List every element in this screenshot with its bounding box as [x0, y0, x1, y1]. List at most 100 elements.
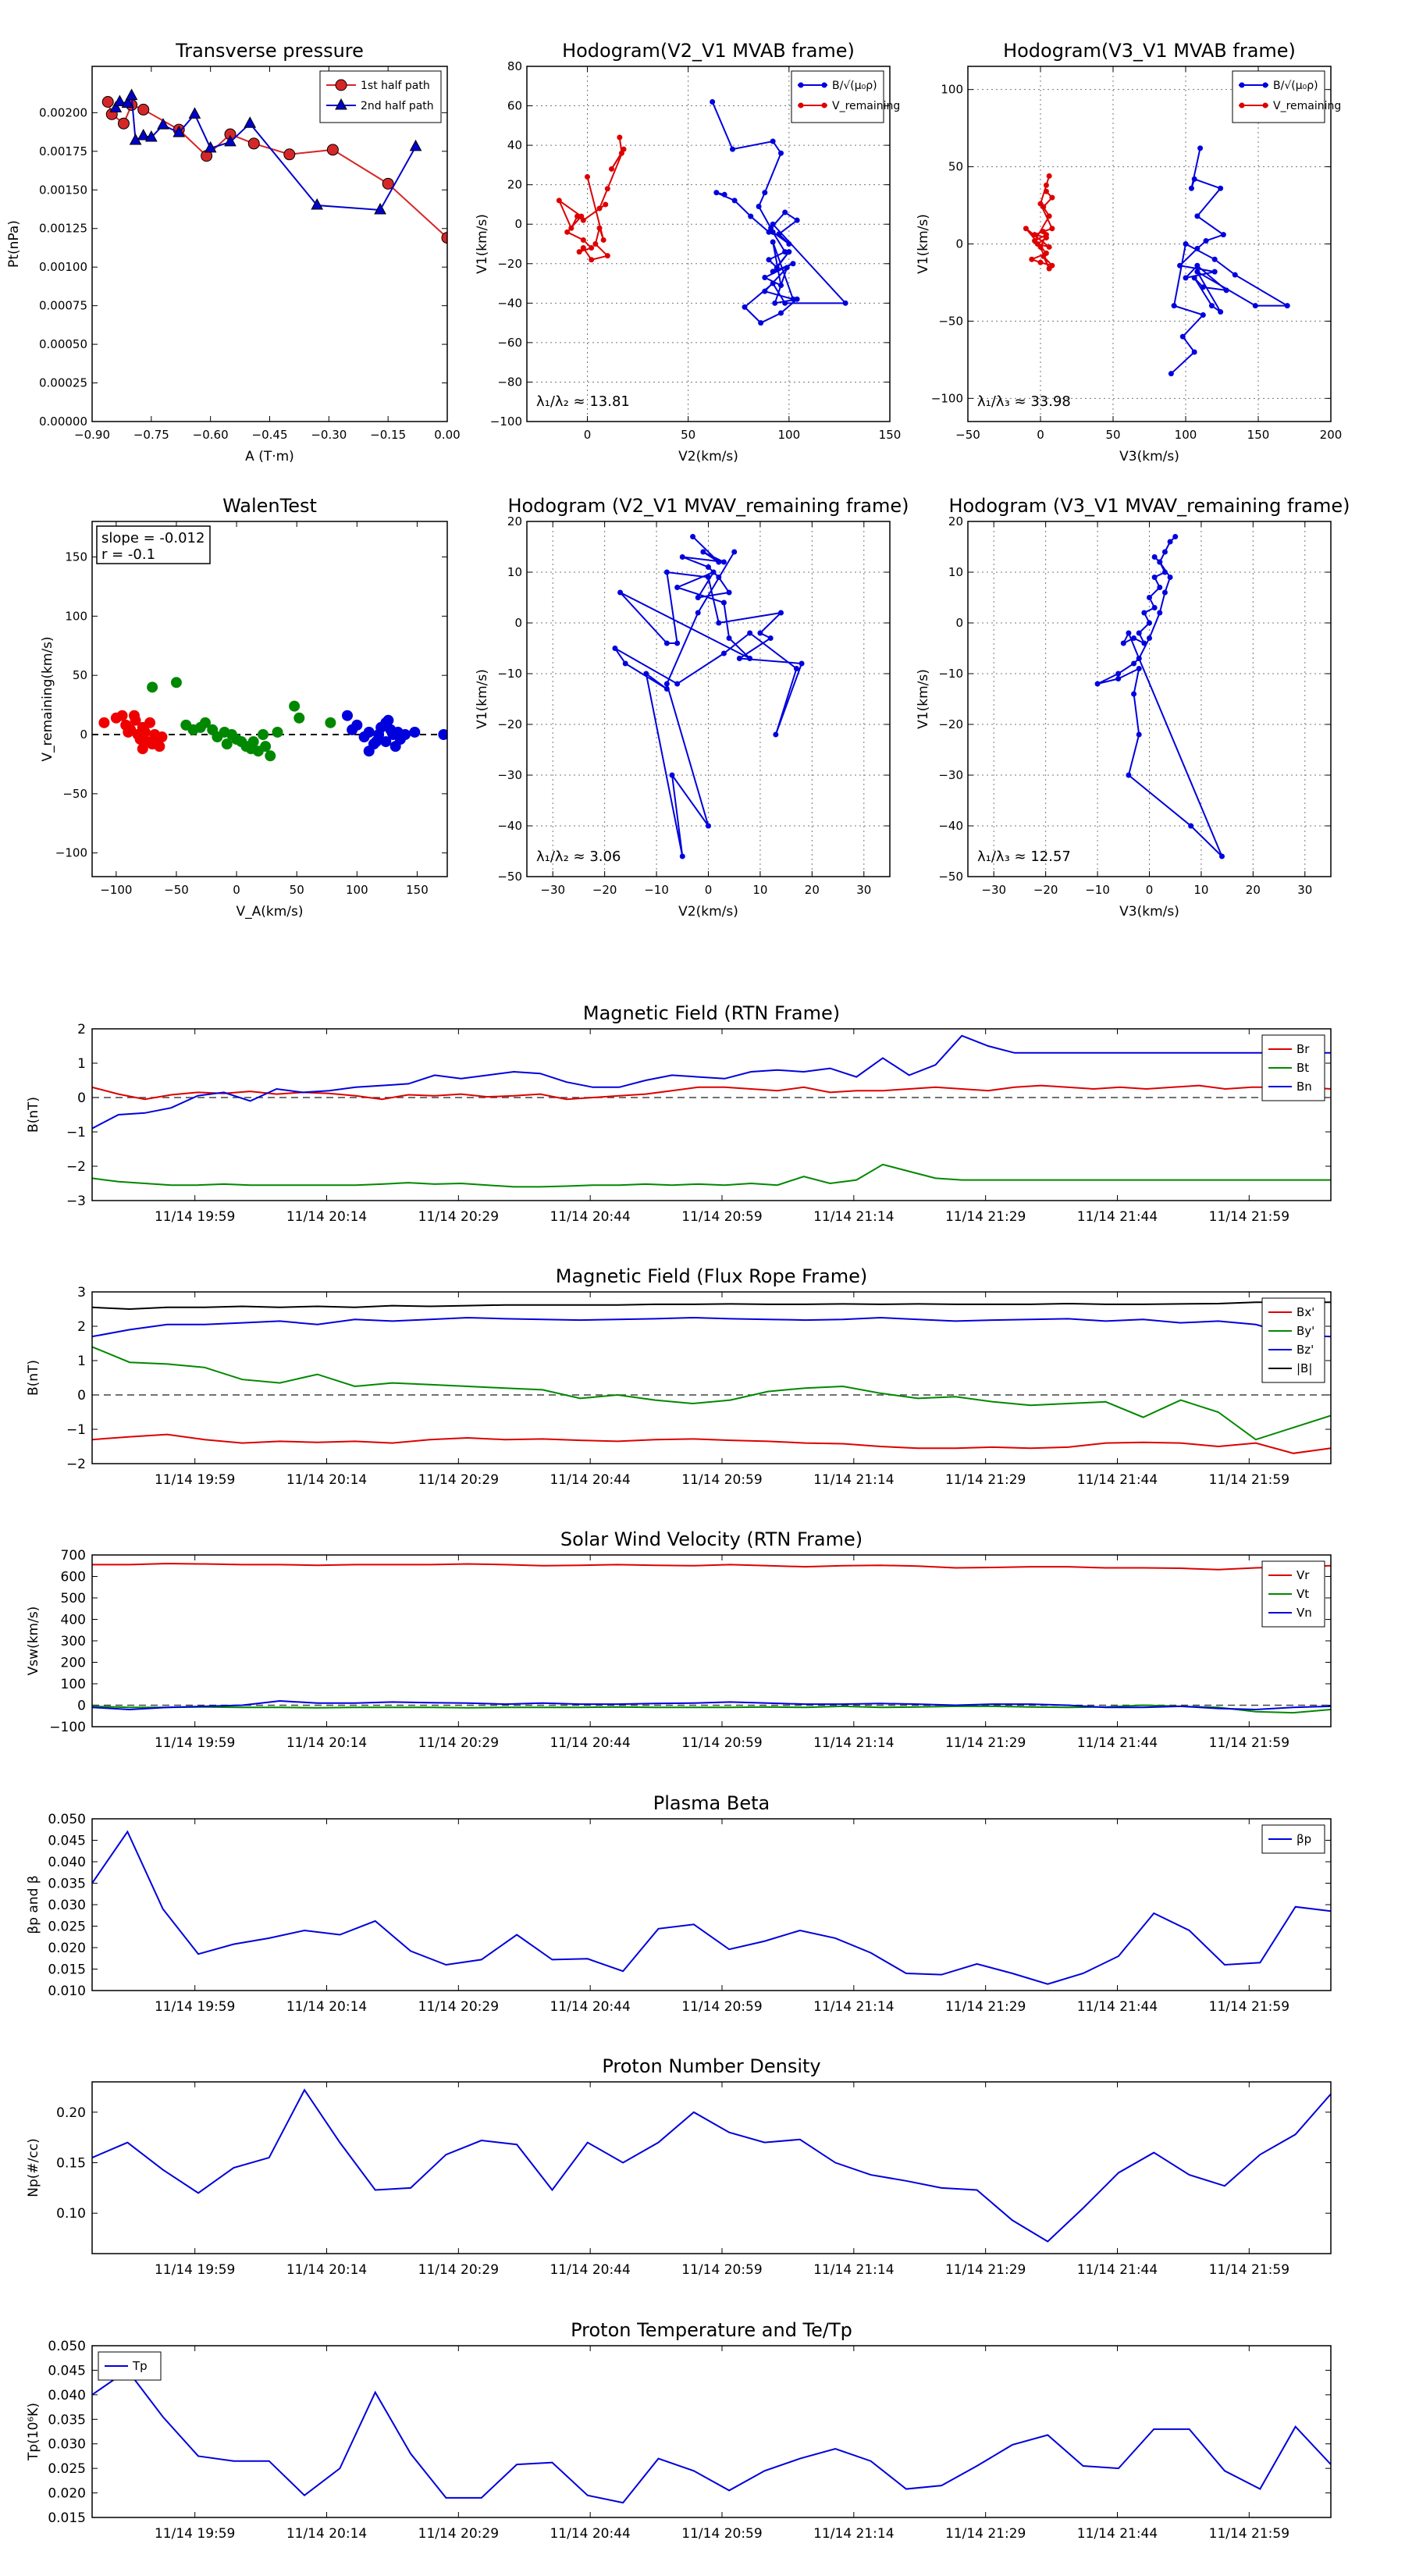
walen-ytick-label: 50 — [73, 668, 87, 682]
beta-title: Plasma Beta — [653, 1792, 770, 1814]
h1-series-1-point — [589, 245, 595, 251]
mag_fr-ytick-label: 3 — [77, 1285, 86, 1300]
h2-legend-marker — [1262, 82, 1268, 88]
h1-series-0-point — [772, 300, 778, 306]
tp-ytick-label: 0.020 — [48, 2486, 86, 2502]
mag_rtn-legend-label: Bt — [1297, 1061, 1309, 1075]
mag_fr-xtick-label: 11/14 21:29 — [945, 1472, 1026, 1488]
pt-series-0-point — [441, 232, 447, 244]
pt-xtick-label: 0.00 — [434, 428, 460, 442]
walen-ytick-label: 100 — [65, 609, 87, 623]
walen-series-2-point — [363, 726, 375, 738]
h4-xlabel: V3(km/s) — [1119, 904, 1179, 920]
h1-series-1-point — [585, 174, 590, 180]
h1-series-0-point — [794, 217, 800, 223]
h1-series-1-point — [600, 237, 606, 243]
pt-ytick-label: 0.00075 — [39, 299, 87, 313]
mag_rtn-ytick-label: −2 — [66, 1159, 86, 1175]
h4-series-0-point — [1172, 534, 1179, 539]
mag_fr-ytick-label: 0 — [77, 1388, 86, 1404]
walen-xtick-label: 100 — [346, 883, 368, 897]
h2-series-0-point — [1208, 303, 1215, 309]
h3-series-0-point — [663, 681, 670, 687]
mag_rtn-xtick-label: 11/14 19:59 — [155, 1209, 235, 1225]
h1-ytick-label: −40 — [497, 296, 522, 310]
walen-series-1-point — [221, 738, 233, 750]
h3-series-0-point — [726, 589, 732, 596]
mag_fr-axes-frame — [91, 1291, 1332, 1464]
h2-ytick-label: 50 — [948, 160, 963, 174]
h3-series-0-line — [614, 535, 803, 857]
h2-ytick-label: −100 — [931, 391, 963, 405]
h2-series-0-point — [1171, 303, 1177, 309]
h2-series-1-point — [1049, 226, 1055, 232]
h4-title: Hodogram (V3_V1 MVAV_remaining frame) — [948, 495, 1350, 517]
mag_fr-series-2-line — [92, 1316, 1331, 1338]
np-ytick-label: 0.15 — [56, 2156, 86, 2172]
h3-series-0-point — [773, 731, 779, 738]
h2-series-0-point — [1211, 269, 1218, 275]
np-xtick-label: 11/14 19:59 — [155, 2262, 235, 2278]
walen-series-0-point — [123, 726, 134, 738]
mag_fr-ytick-label: 2 — [77, 1319, 86, 1335]
h2-series-1-point — [1040, 204, 1047, 210]
pt-series-1-point — [244, 116, 257, 128]
h4-xtick-label: 10 — [1193, 883, 1208, 897]
beta-xtick-label: 11/14 21:59 — [1209, 1999, 1289, 2015]
walen-xtick-label: −100 — [100, 883, 132, 897]
h3-annotation: λ₁/λ₂ ≈ 3.06 — [536, 849, 621, 865]
h3-series-0-point — [674, 640, 681, 646]
mag_rtn-ytick-label: −3 — [66, 1194, 86, 1209]
beta-ytick-label: 0.050 — [48, 1812, 86, 1827]
h3-series-0-point — [716, 559, 722, 565]
tp-ytick-label: 0.025 — [48, 2461, 86, 2477]
h4-series-0-point — [1151, 554, 1158, 560]
h2-series-1-point — [1046, 213, 1052, 219]
walen-series-2-point — [371, 736, 382, 748]
h2-series-0-point — [1252, 303, 1258, 309]
walen-series-2-point — [409, 726, 421, 738]
h3-series-0-point — [679, 853, 685, 859]
h3-series-0-point — [793, 666, 799, 671]
mag_fr-legend-label: |B| — [1297, 1361, 1312, 1375]
h3-series-0-point — [663, 686, 670, 692]
h4-series-0-point — [1151, 605, 1158, 610]
h1-series-0-point — [774, 265, 780, 271]
mag_rtn-ytick-label: 0 — [77, 1091, 86, 1106]
pt-ylabel: Pt(nPa) — [6, 220, 22, 268]
h2-series-0-point — [1191, 275, 1197, 281]
vsw-ytick-label: 700 — [61, 1548, 86, 1564]
h3-series-0-point — [757, 630, 763, 636]
vsw-series-0-line — [92, 1562, 1331, 1571]
np-ytick-label: 0.10 — [56, 2206, 86, 2222]
tp-xtick-label: 11/14 21:29 — [945, 2526, 1026, 2542]
h4-series-0-point — [1167, 539, 1173, 545]
tp-xtick-label: 11/14 21:59 — [1209, 2526, 1289, 2542]
vsw-series-2-line — [92, 1699, 1331, 1711]
pt-legend-label: 2nd half path — [361, 100, 434, 112]
tp-chart: 11/14 19:59 11/14 20:14 11/14 20:29 11/14 2… — [26, 2319, 1332, 2542]
np-ylabel: Np(#/cc) — [26, 2138, 41, 2197]
h3-xtick-label: 30 — [856, 883, 871, 897]
h2-series-0-point — [1218, 185, 1224, 191]
pt-series-0-point — [101, 96, 114, 108]
np-series-0-line — [92, 2088, 1331, 2243]
vsw-xtick-label: 11/14 21:59 — [1209, 1735, 1289, 1751]
h4-ytick-label: −10 — [938, 667, 963, 681]
h3-series-0-point — [679, 554, 685, 560]
h2-title: Hodogram(V3_V1 MVAB frame) — [1003, 40, 1296, 62]
h1-xtick-label: 150 — [879, 428, 902, 442]
mag_rtn-series-0-line — [92, 1084, 1331, 1101]
h3-series-0-point — [674, 585, 681, 590]
h2-ytick-label: −50 — [938, 314, 963, 328]
h1-xtick-label: 100 — [778, 428, 801, 442]
pt-legend-marker — [335, 98, 347, 110]
mag_fr-ylabel: B(nT) — [26, 1360, 41, 1396]
h2-xtick-label: 0 — [1037, 428, 1044, 442]
h3-series-0-point — [612, 646, 618, 651]
pt-series-0-point — [382, 177, 394, 190]
h2-series-1-point — [1032, 232, 1038, 238]
np-xtick-label: 11/14 21:29 — [945, 2262, 1026, 2278]
h3-title: Hodogram (V2_V1 MVAV_remaining frame) — [507, 495, 909, 517]
tp-ylabel: Tp(10⁶K) — [26, 2403, 41, 2461]
